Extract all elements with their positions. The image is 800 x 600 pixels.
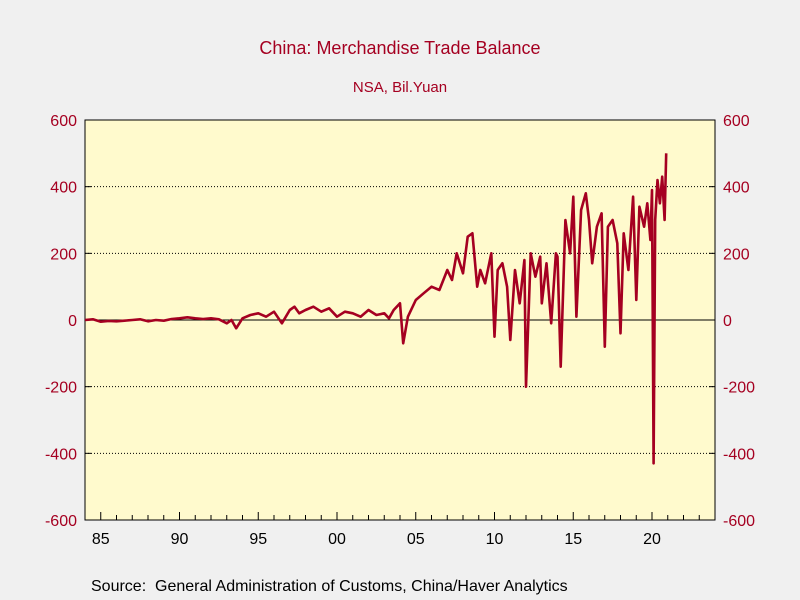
y-tick-label-left: 0 bbox=[68, 313, 77, 330]
y-tick-label-left: -600 bbox=[45, 513, 77, 530]
y-tick-label-left: 200 bbox=[50, 246, 77, 263]
gridlines bbox=[85, 186, 715, 454]
y-tick-label-right: -600 bbox=[723, 513, 755, 530]
y-tick-label-left: -400 bbox=[45, 446, 77, 463]
x-tick-label: 20 bbox=[643, 531, 661, 548]
source-note: Source: General Administration of Custom… bbox=[91, 578, 568, 595]
x-tick-label: 95 bbox=[249, 531, 267, 548]
chart-title: China: Merchandise Trade Balance bbox=[259, 38, 541, 58]
y-tick-label-right: -200 bbox=[723, 380, 755, 397]
series-line-trade-balance bbox=[84, 153, 668, 465]
y-tick-label-left: 400 bbox=[50, 180, 77, 197]
x-tick-label: 15 bbox=[564, 531, 582, 548]
y-tick-label-right: 0 bbox=[723, 313, 732, 330]
chart-subtitle: NSA, Bil.Yuan bbox=[352, 79, 448, 96]
y-tick-label-right: 600 bbox=[723, 113, 750, 130]
series-layer bbox=[84, 153, 668, 465]
y-tick-label-right: -400 bbox=[723, 446, 755, 463]
x-tick-label: 10 bbox=[486, 531, 504, 548]
x-tick-label: 00 bbox=[328, 531, 346, 548]
y-tick-label-left: -200 bbox=[45, 380, 77, 397]
x-tick-label: 90 bbox=[171, 531, 189, 548]
x-tick-label: 05 bbox=[407, 531, 425, 548]
y-tick-label-right: 200 bbox=[723, 246, 750, 263]
y-tick-label-left: 600 bbox=[50, 113, 77, 130]
y-tick-label-right: 400 bbox=[723, 180, 750, 197]
x-tick-label: 85 bbox=[92, 531, 110, 548]
